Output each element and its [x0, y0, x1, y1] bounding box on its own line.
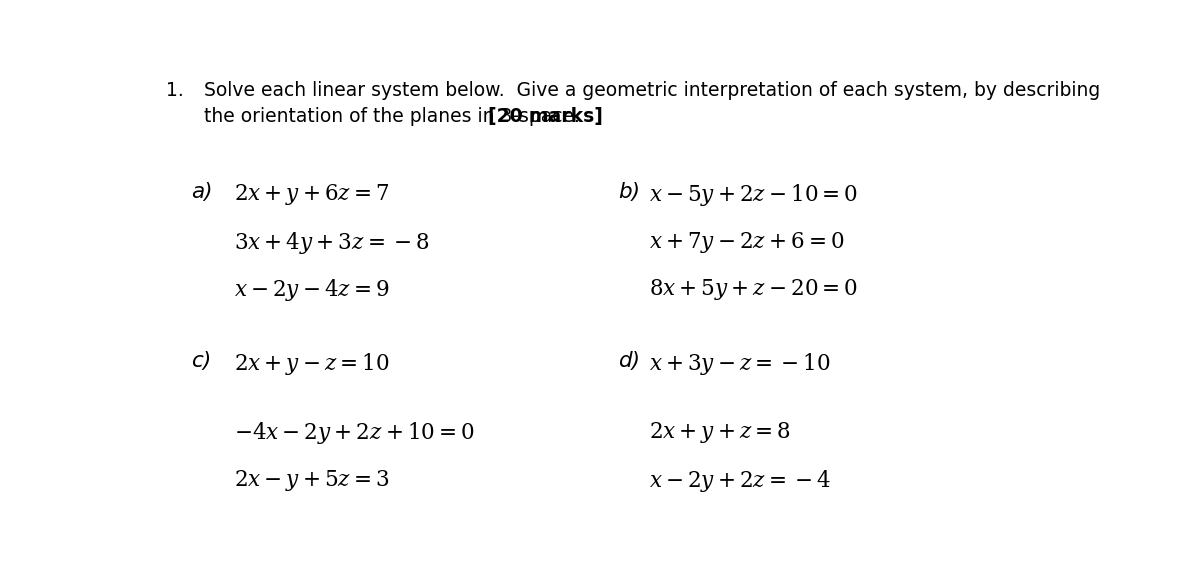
Text: Solve each linear system below.  Give a geometric interpretation of each system,: Solve each linear system below. Give a g…: [204, 81, 1101, 100]
Text: $8x + 5y + z - 20 = 0$: $8x + 5y + z - 20 = 0$: [649, 277, 858, 302]
Text: $x + 3y - z = -10$: $x + 3y - z = -10$: [649, 351, 831, 377]
Text: $2x + y + z = 8$: $2x + y + z = 8$: [649, 420, 791, 445]
Text: [20 marks]: [20 marks]: [487, 107, 603, 126]
Text: $2x + y - z = 10$: $2x + y - z = 10$: [235, 351, 391, 377]
Text: $3x + 4y + 3z = -8$: $3x + 4y + 3z = -8$: [235, 230, 430, 256]
Text: $x - 5y + 2z - 10 = 0$: $x - 5y + 2z - 10 = 0$: [649, 182, 858, 208]
Text: a): a): [191, 182, 212, 202]
Text: the orientation of the planes in 3-space.: the orientation of the planes in 3-space…: [204, 107, 604, 126]
Text: 1.: 1.: [165, 81, 184, 100]
Text: b): b): [618, 182, 641, 202]
Text: $x + 7y - 2z + 6 = 0$: $x + 7y - 2z + 6 = 0$: [649, 230, 844, 255]
Text: $2x - y + 5z = 3$: $2x - y + 5z = 3$: [235, 468, 389, 492]
Text: $x - 2y - 4z = 9$: $x - 2y - 4z = 9$: [235, 277, 391, 303]
Text: $2x + y + 6z = 7$: $2x + y + 6z = 7$: [235, 182, 389, 207]
Text: d): d): [618, 351, 641, 371]
Text: $x - 2y + 2z = -4$: $x - 2y + 2z = -4$: [649, 468, 831, 493]
Text: $-4x - 2y + 2z + 10 = 0$: $-4x - 2y + 2z + 10 = 0$: [235, 420, 476, 446]
Text: c): c): [191, 351, 211, 371]
